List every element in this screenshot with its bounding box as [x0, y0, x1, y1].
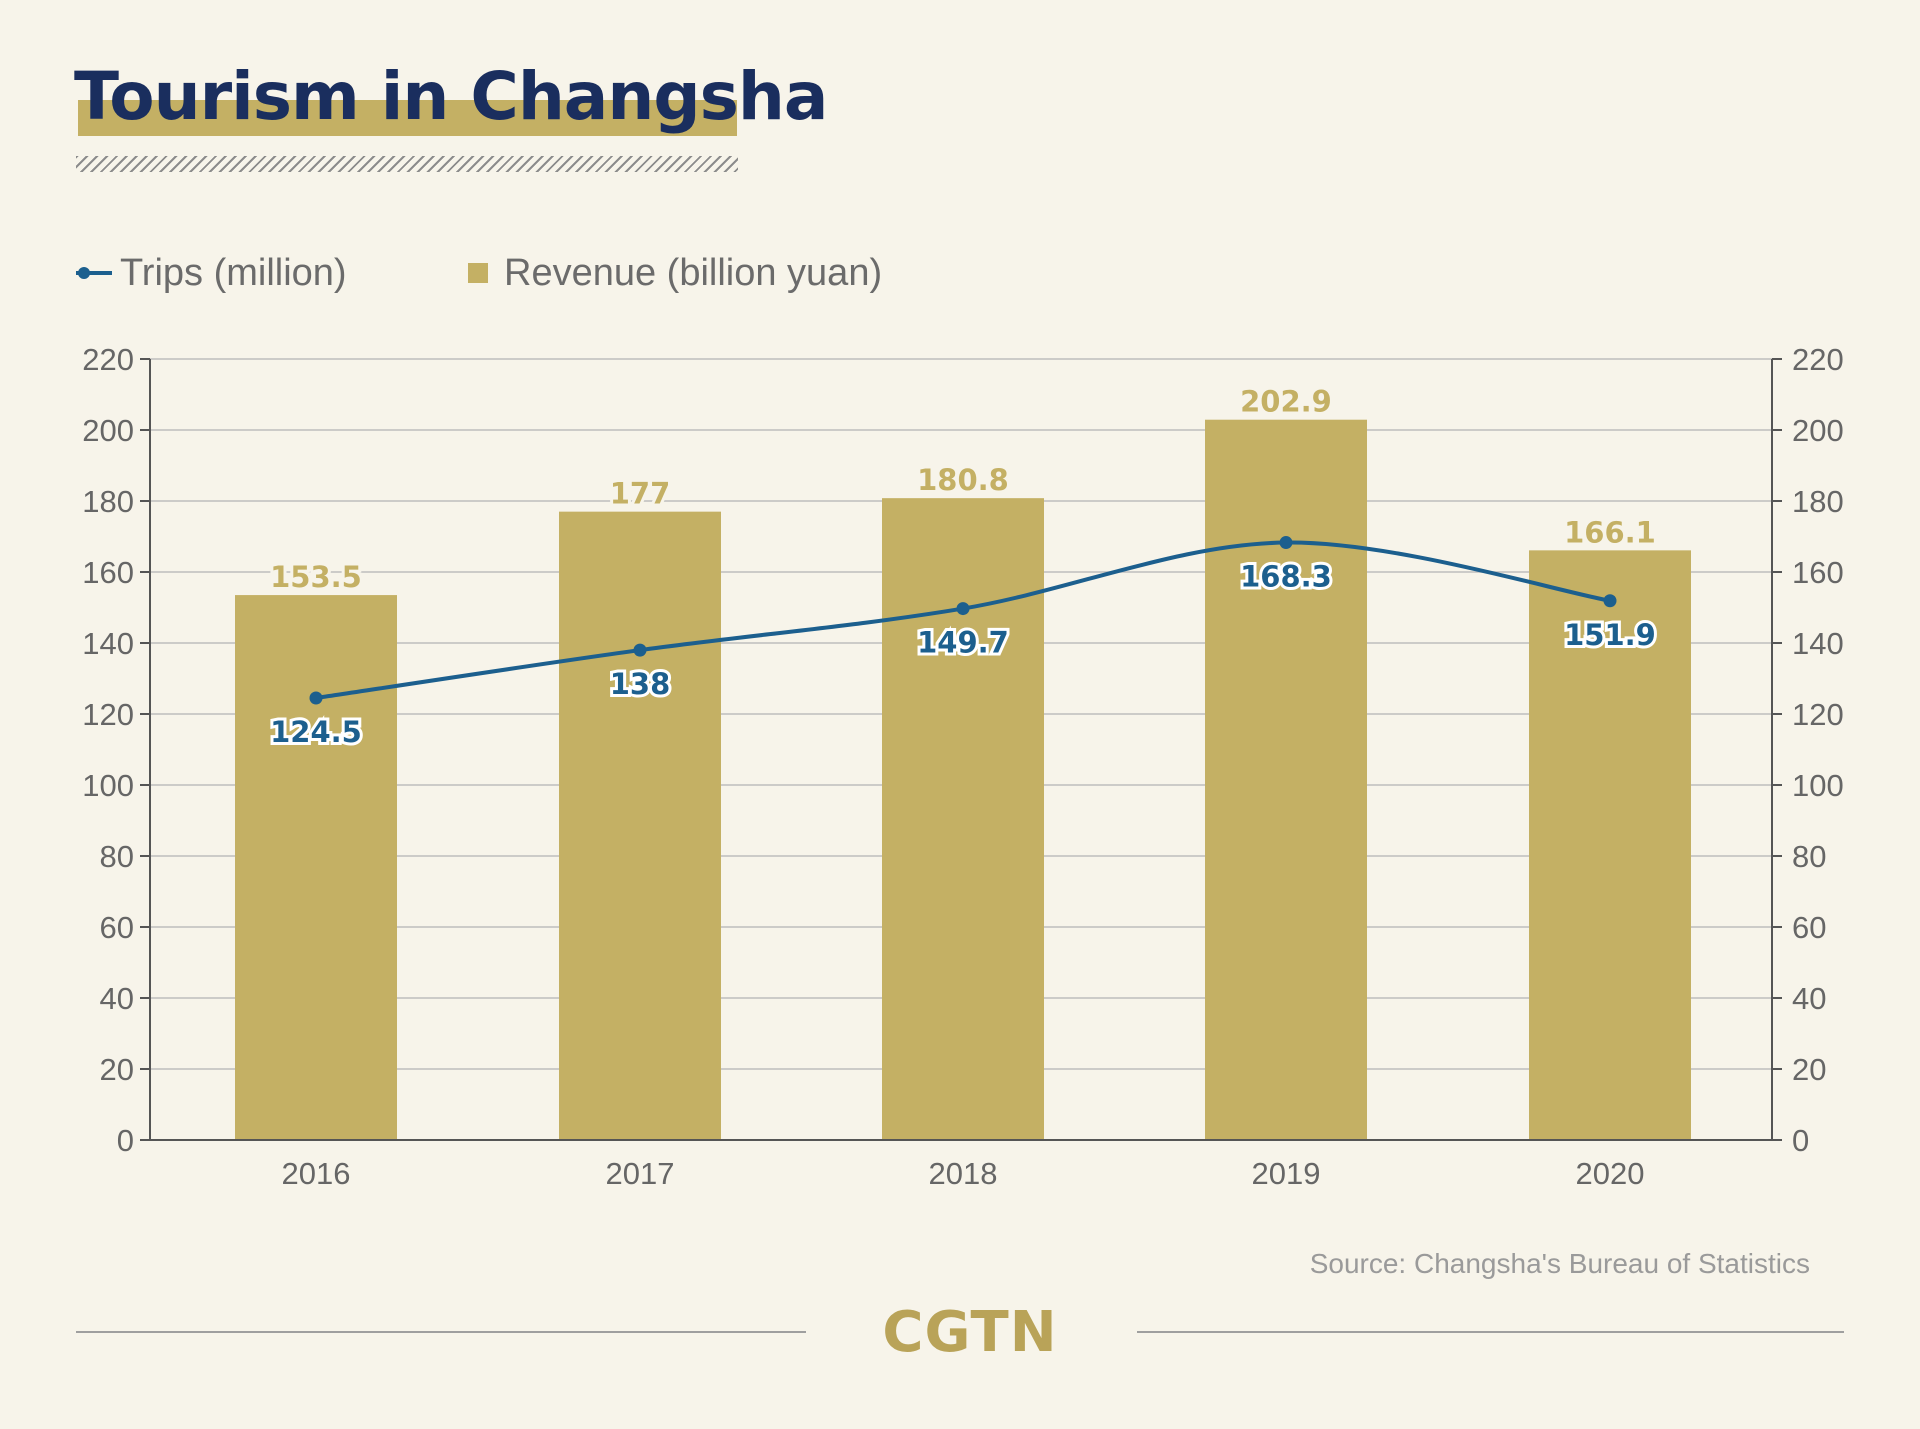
y-tick-label-right: 0: [1792, 1123, 1809, 1158]
y-tick-label-left: 180: [82, 484, 134, 519]
x-tick-label: 2019: [1252, 1156, 1321, 1191]
y-tick-label-right: 40: [1792, 981, 1826, 1016]
y-tick-label-left: 0: [117, 1123, 134, 1158]
y-tick-label-right: 140: [1792, 626, 1844, 661]
y-tick-label-left: 100: [82, 768, 134, 803]
bar-value-label: 153.5: [270, 560, 362, 594]
line-value-label: 149.7: [917, 626, 1009, 660]
bar-value-label: 180.8: [917, 463, 1009, 497]
line-value-label: 138: [610, 667, 671, 701]
source-note: Source: Changsha's Bureau of Statistics: [1309, 1248, 1810, 1279]
legend-label-revenue: Revenue (billion yuan): [504, 252, 883, 294]
point-trips-2019: [1279, 536, 1293, 550]
y-tick-label-left: 220: [82, 342, 134, 377]
footer-rule-right: [1137, 1331, 1844, 1333]
bar-revenue-2017: [559, 511, 721, 1140]
y-tick-label-left: 60: [100, 910, 134, 945]
y-tick-label-left: 80: [100, 839, 134, 874]
chart-title: Tourism in Changsha: [74, 58, 828, 135]
point-trips-2016: [309, 691, 323, 705]
y-tick-label-left: 140: [82, 626, 134, 661]
bar-value-label: 177: [610, 477, 671, 511]
y-tick-label-right: 80: [1792, 839, 1826, 874]
legend-label-trips: Trips (million): [120, 252, 347, 294]
x-tick-label: 2017: [606, 1156, 675, 1191]
bar-revenue-2016: [235, 595, 397, 1140]
y-tick-label-left: 160: [82, 555, 134, 590]
y-tick-label-right: 160: [1792, 555, 1844, 590]
y-tick-label-left: 200: [82, 413, 134, 448]
cgtn-logo: CGTN: [882, 1300, 1058, 1365]
line-value-label: 124.5: [270, 715, 362, 749]
bar-value-label: 166.1: [1564, 515, 1656, 549]
y-tick-label-right: 60: [1792, 910, 1826, 945]
legend-line-marker-icon: [76, 267, 112, 279]
line-value-label: 151.9: [1564, 618, 1656, 652]
point-trips-2020: [1603, 594, 1617, 608]
y-tick-label-left: 120: [82, 697, 134, 732]
x-tick-label: 2018: [929, 1156, 998, 1191]
y-tick-label-left: 20: [100, 1052, 134, 1087]
point-trips-2018: [956, 602, 970, 616]
y-tick-label-right: 200: [1792, 413, 1844, 448]
y-tick-label-left: 40: [100, 981, 134, 1016]
y-tick-label-right: 220: [1792, 342, 1844, 377]
y-tick-label-right: 20: [1792, 1052, 1826, 1087]
legend-item-revenue: Revenue (billion yuan): [468, 248, 968, 298]
line-value-label: 168.3: [1240, 560, 1332, 594]
title-highlight: [78, 100, 737, 136]
point-trips-2017: [633, 643, 647, 657]
x-tick-label: 2020: [1576, 1156, 1645, 1191]
bar-revenue-2018: [882, 498, 1044, 1140]
legend-item-trips: Trips (million): [74, 248, 374, 298]
footer-rule-left: [76, 1331, 806, 1333]
title-block: Tourism in Changsha: [74, 58, 828, 136]
x-tick-label: 2016: [282, 1156, 351, 1191]
bar-value-label: 202.9: [1240, 385, 1332, 419]
bar-revenue-2019: [1205, 419, 1367, 1141]
y-tick-label-right: 120: [1792, 697, 1844, 732]
bar-revenue-2020: [1529, 550, 1691, 1140]
legend-bar-swatch-icon: [468, 263, 488, 283]
title-hatch-divider: [76, 156, 738, 172]
y-tick-label-right: 180: [1792, 484, 1844, 519]
y-tick-label-right: 100: [1792, 768, 1844, 803]
